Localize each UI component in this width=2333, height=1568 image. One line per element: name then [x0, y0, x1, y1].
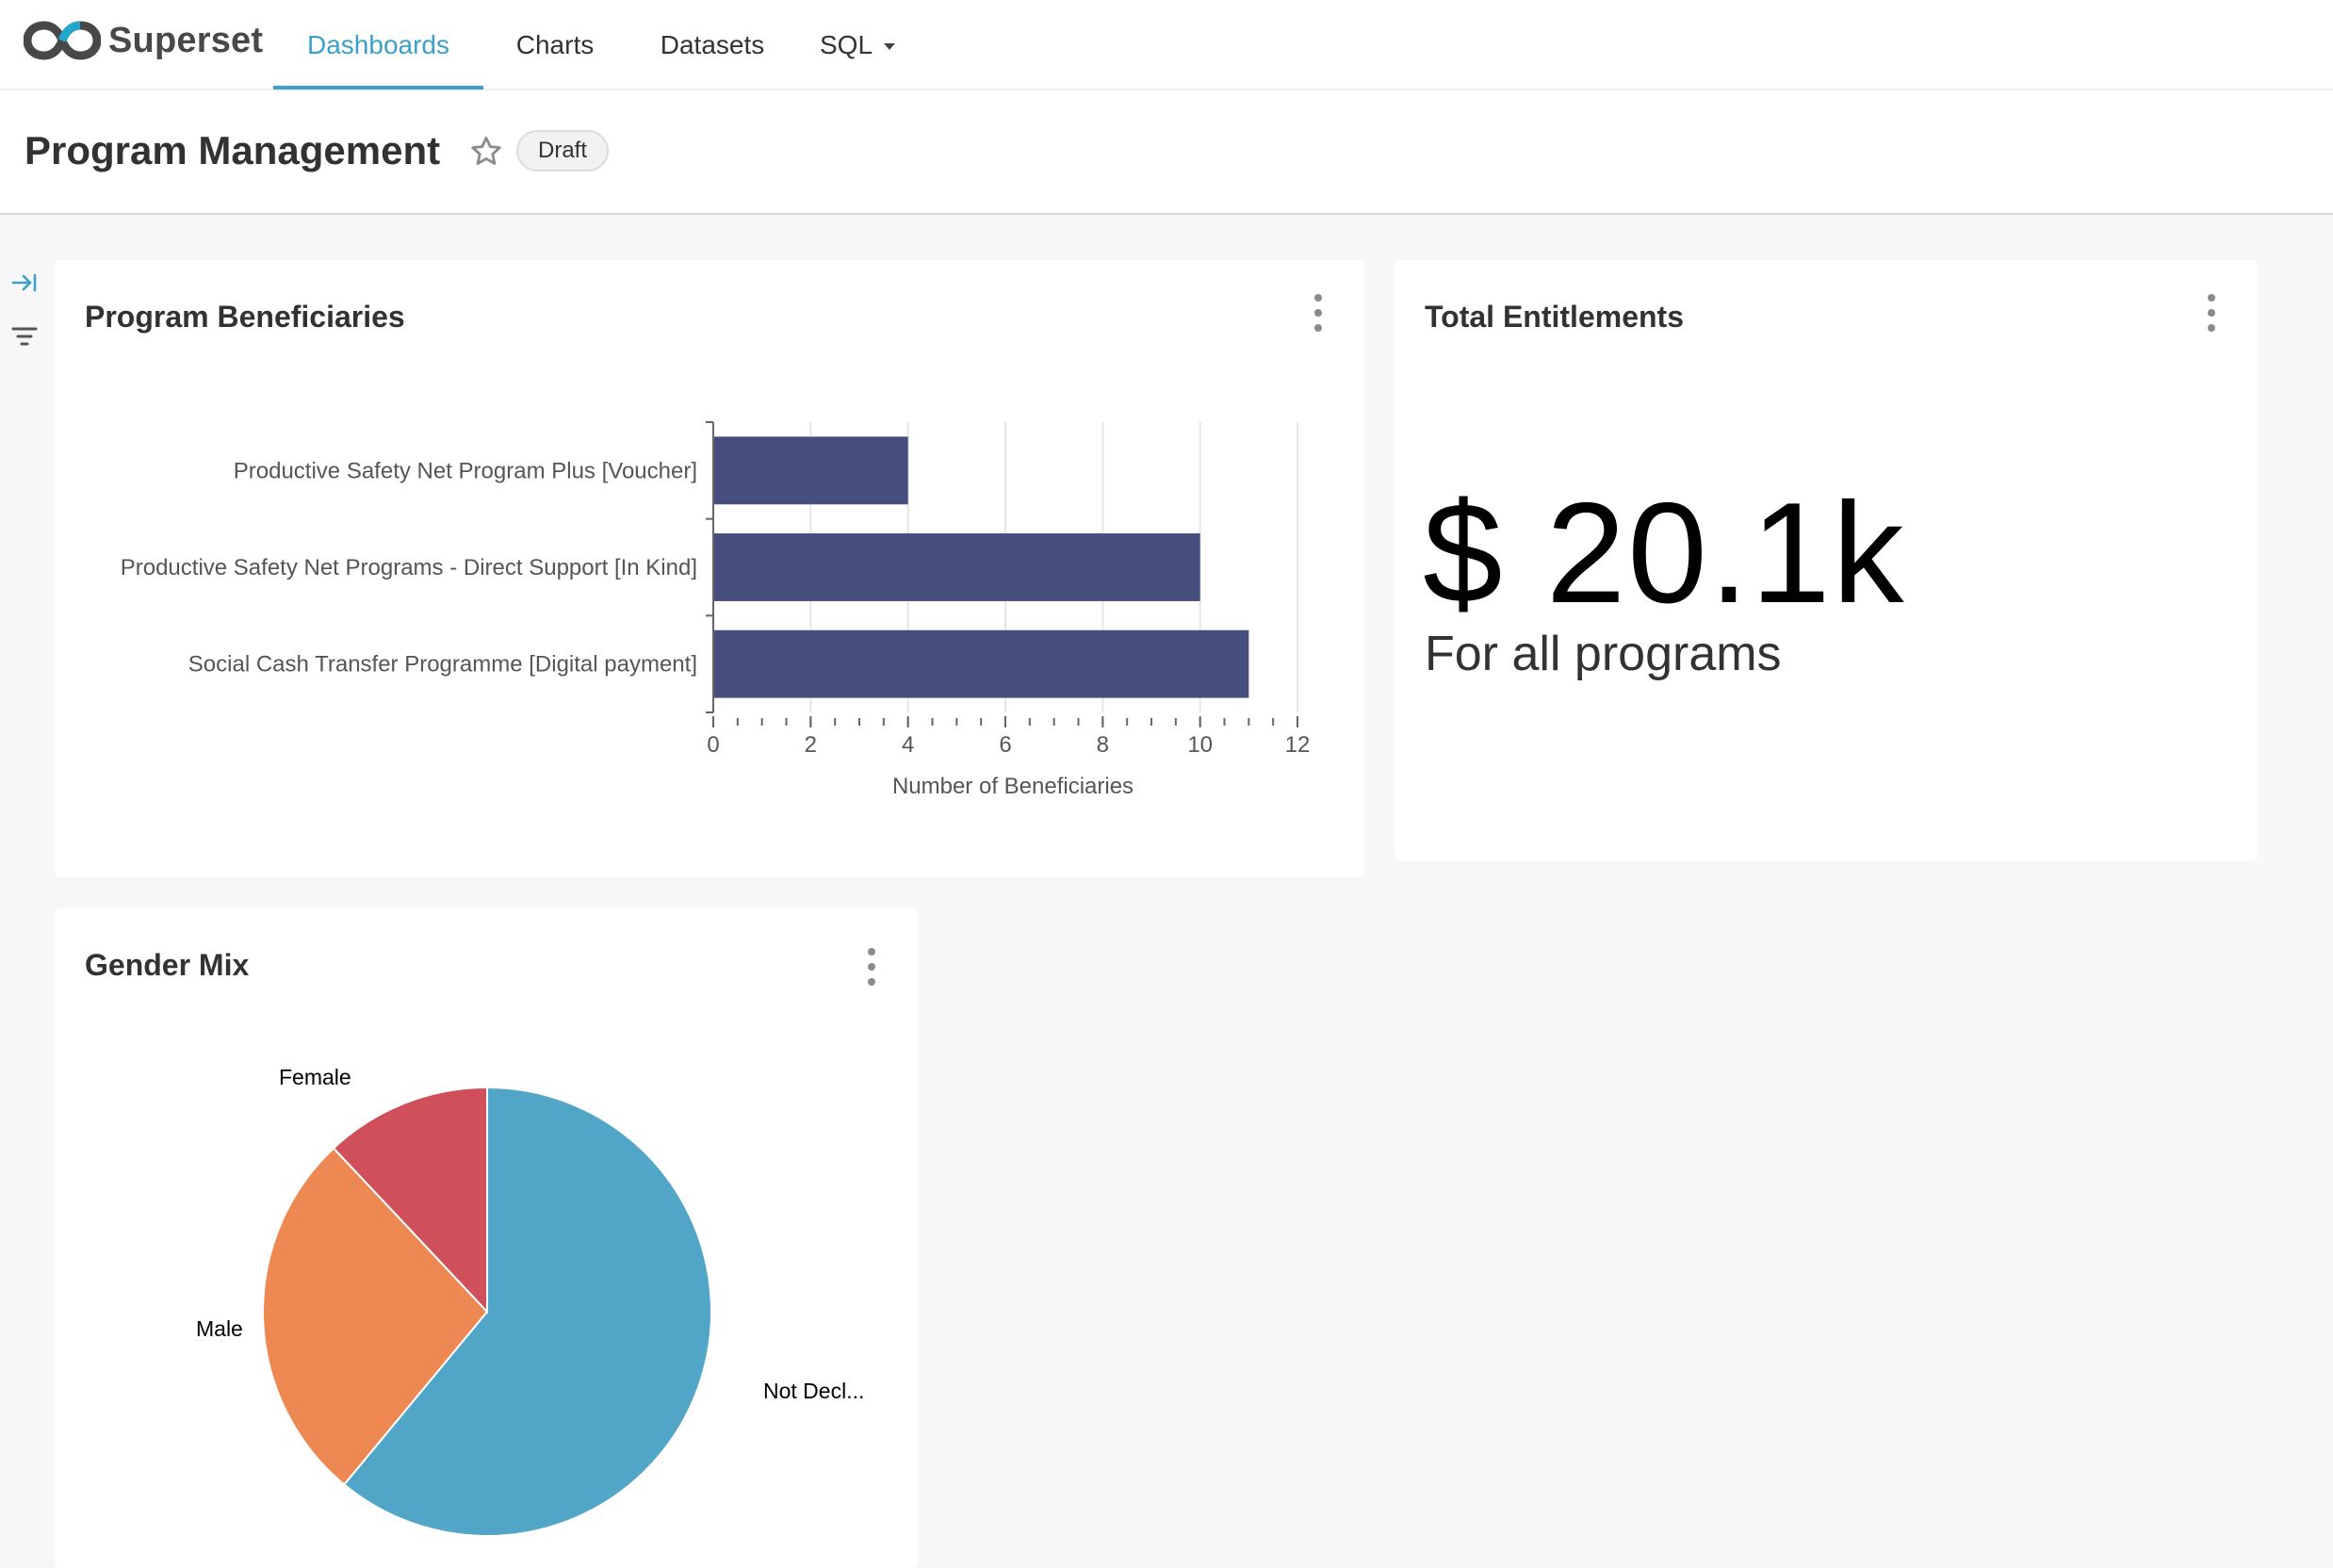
bar — [714, 533, 1200, 601]
x-tick-label: 8 — [1097, 732, 1109, 758]
big-number-subheader: For all programs — [1425, 627, 1782, 681]
pie-label: Not Decl... — [763, 1379, 864, 1403]
category-label: Social Cash Transfer Programme [Digital … — [188, 652, 697, 678]
chart-card-program-beneficiaries: Program Beneficiaries Productive Safety … — [55, 260, 1364, 877]
x-tick-label: 0 — [707, 732, 719, 758]
bar-chart: Productive Safety Net Program Plus [Vouc… — [121, 421, 1311, 799]
category-label: Productive Safety Net Program Plus [Vouc… — [234, 458, 697, 483]
pie-chart: Not Decl... Male Female — [196, 1065, 864, 1537]
brand-name: Superset — [108, 20, 264, 60]
star-outline-icon[interactable] — [468, 134, 504, 170]
top-navigation: Superset Dashboards Charts Datasets SQL — [0, 0, 2333, 90]
active-tab-indicator — [273, 86, 483, 90]
nav-sql[interactable]: SQL — [812, 0, 903, 90]
brand-logo[interactable]: Superset — [24, 13, 263, 68]
kebab-menu-icon[interactable] — [2205, 294, 2218, 332]
bar — [714, 629, 1249, 698]
chart-title: Program Beneficiaries — [85, 300, 405, 334]
x-tick-label: 12 — [1285, 732, 1311, 758]
page-title[interactable]: Program Management — [24, 128, 441, 172]
x-tick-label: 2 — [805, 732, 817, 758]
nav-sql-label: SQL — [819, 30, 873, 59]
chart-card-gender-mix: Gender Mix Not Decl... Male Female — [55, 908, 918, 1568]
caret-down-icon — [884, 42, 896, 50]
x-tick-label: 4 — [902, 732, 914, 758]
bar — [714, 436, 908, 505]
pie-slice — [342, 1086, 712, 1537]
pie-label: Female — [279, 1065, 351, 1089]
pie-slice — [332, 1086, 488, 1315]
draft-badge[interactable]: Draft — [516, 130, 610, 172]
nav-datasets[interactable]: Datasets — [660, 30, 765, 59]
chart-title: Gender Mix — [85, 948, 250, 982]
filter-icon[interactable] — [11, 324, 38, 349]
kebab-menu-icon[interactable] — [865, 948, 878, 986]
chart-title: Total Entitlements — [1425, 300, 1684, 334]
nav-charts[interactable]: Charts — [515, 30, 595, 59]
x-tick-label: 6 — [999, 732, 1011, 758]
chart-card-total-entitlements: Total Entitlements $ 20.1k For all progr… — [1395, 260, 2258, 861]
nav-dashboards[interactable]: Dashboards — [307, 30, 449, 59]
pie-label: Male — [196, 1316, 243, 1341]
category-label: Productive Safety Net Programs - Direct … — [121, 555, 697, 580]
dashboard-header: Program Management Draft — [0, 90, 2333, 215]
superset-logo-icon — [24, 21, 101, 60]
pie-slice — [262, 1147, 489, 1486]
kebab-menu-icon[interactable] — [1312, 294, 1325, 332]
expand-right-icon[interactable] — [11, 271, 38, 294]
big-number-value: $ 20.1k — [1423, 473, 1906, 633]
x-axis-label: Number of Beneficiaries — [892, 774, 1134, 799]
x-tick-label: 10 — [1187, 732, 1213, 758]
